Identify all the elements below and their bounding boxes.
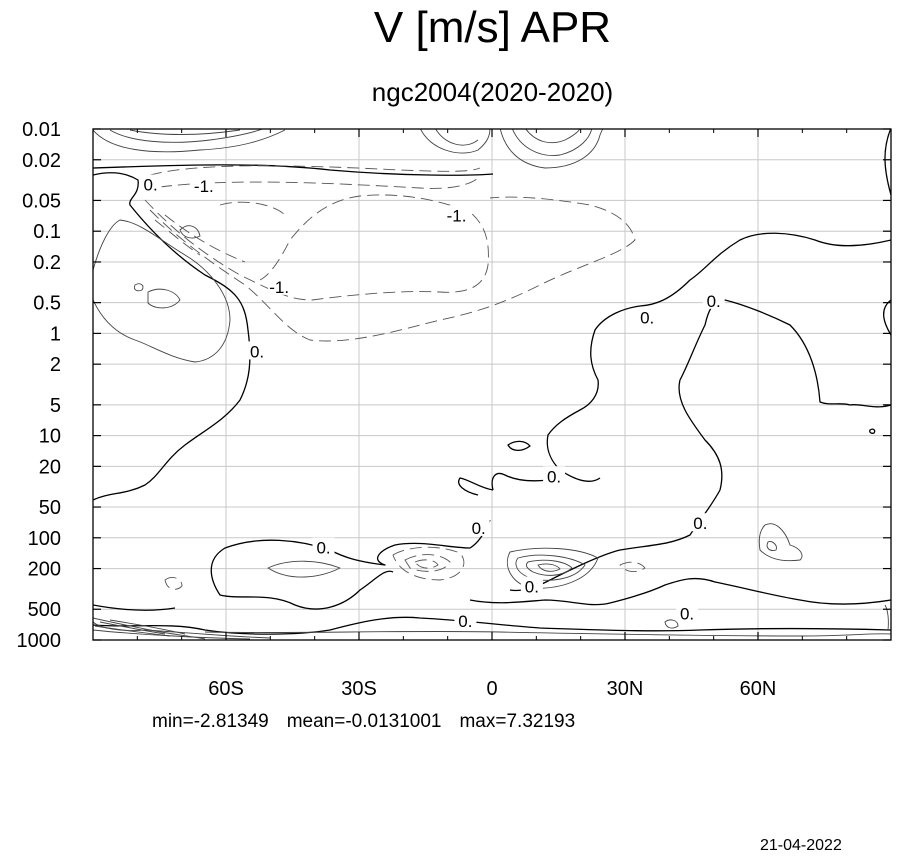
stat-max: max=7.32193 <box>459 711 576 732</box>
positive-contour <box>93 617 206 640</box>
contour-labels: 0. -1. -1. -1. 0. 0. 0. 0. 0. 0. 0. 0. 0. 0. <box>139 174 725 631</box>
zero-contour <box>869 428 876 434</box>
positive-contour <box>93 219 231 363</box>
contour-label: 0. <box>525 578 539 597</box>
contour-label-bg <box>676 603 699 622</box>
y-tick-label: 200 <box>28 559 61 581</box>
zero-contour <box>93 616 891 635</box>
contour-label-bg <box>246 341 269 360</box>
contour-label-bg <box>689 513 712 532</box>
contour-label-bg <box>636 307 659 326</box>
y-tick-label: 10 <box>39 426 61 448</box>
contour-label-bg <box>702 290 725 309</box>
negative-contour <box>144 194 489 301</box>
zero-contour <box>93 577 891 611</box>
negative-contour <box>149 196 636 342</box>
chart-title: V [m/s] APR <box>373 3 612 52</box>
contour-label-bg <box>543 466 566 485</box>
negative-contour <box>149 165 481 176</box>
negative-contour <box>414 559 646 572</box>
chart-subtitle: ngc2004(2020-2020) <box>371 77 614 107</box>
contour-label: 0. <box>707 292 721 311</box>
y-tick-label: 0.1 <box>33 221 61 243</box>
contour-label: 0. <box>250 342 264 361</box>
positive-contour <box>134 283 181 309</box>
stat-mean: mean=-0.0131001 <box>286 711 442 732</box>
x-tick-label: 60N <box>740 678 777 700</box>
x-tick-label: 0 <box>486 678 497 700</box>
date-stamp: 21-04-2022 <box>760 837 842 854</box>
y-tick-label: 50 <box>39 497 61 519</box>
negative-contour <box>159 177 479 189</box>
positive-contour <box>179 225 201 239</box>
y-tick-label: 1000 <box>17 630 62 652</box>
contour-label: -1. <box>447 206 467 225</box>
contour-label-bg <box>445 205 468 224</box>
contour-label-bg <box>139 174 162 193</box>
contour-label-bg <box>312 537 335 556</box>
contour-lines <box>93 129 891 640</box>
contour-label: 0. <box>693 514 707 533</box>
positive-contour <box>758 523 803 562</box>
positive-contour <box>664 604 889 631</box>
zero-contour <box>93 172 251 501</box>
contour-label-bg <box>454 610 477 629</box>
x-tick-label: 30S <box>341 678 377 700</box>
y-tick-label: 2 <box>50 354 61 376</box>
contour-label: 0. <box>316 539 330 558</box>
y-tick-label: 5 <box>50 395 61 417</box>
negative-contour <box>154 214 246 263</box>
zero-contour <box>458 477 494 496</box>
positive-contour <box>506 547 599 589</box>
y-tick-label: 0.02 <box>22 150 61 172</box>
contour-label: 0. <box>144 176 158 195</box>
contour-label-bg <box>192 175 215 194</box>
x-tick-label: 30N <box>607 678 644 700</box>
zero-contour <box>546 232 891 482</box>
contour-label: 0. <box>680 604 694 623</box>
stat-min: min=-2.81349 <box>152 711 269 732</box>
axes: 60S 30S 0 30N 60N 0.01 0.02 0.05 0.1 0.2 0.5 1 2 5 10 2… <box>17 119 891 700</box>
negative-contour <box>219 201 286 216</box>
y-tick-label: 0.01 <box>22 119 61 141</box>
y-tick-label: 500 <box>28 599 61 621</box>
contour-label: -1. <box>269 278 289 297</box>
zero-contour <box>93 164 494 176</box>
zero-contour <box>507 440 531 452</box>
contour-label-bg <box>268 276 291 295</box>
contour-label: 0. <box>472 519 486 538</box>
stats-line: min=-2.81349 mean=-0.0131001 max=7.32193 <box>152 710 593 734</box>
contour-label: 0. <box>547 467 561 486</box>
contour-label-bg <box>520 576 543 595</box>
y-tick-label: 20 <box>39 456 61 478</box>
y-tick-label: 100 <box>28 528 61 550</box>
y-tick-label: 0.5 <box>33 293 61 315</box>
y-tick-label: 0.05 <box>22 190 61 212</box>
contour-label-bg <box>467 517 490 536</box>
contour-label: 0. <box>458 612 472 631</box>
zero-contour <box>491 472 549 491</box>
y-tick-label: 0.2 <box>33 252 61 274</box>
negative-contour <box>164 577 183 590</box>
contour-label: 0. <box>640 309 654 328</box>
zero-contour <box>210 519 491 610</box>
positive-contour <box>93 129 604 169</box>
y-tick-label: 1 <box>50 323 61 345</box>
zero-contour <box>509 299 891 592</box>
negative-contour <box>392 546 465 581</box>
positive-contour <box>267 560 341 578</box>
contour-label: -1. <box>194 177 214 196</box>
x-tick-label: 60S <box>208 678 244 700</box>
